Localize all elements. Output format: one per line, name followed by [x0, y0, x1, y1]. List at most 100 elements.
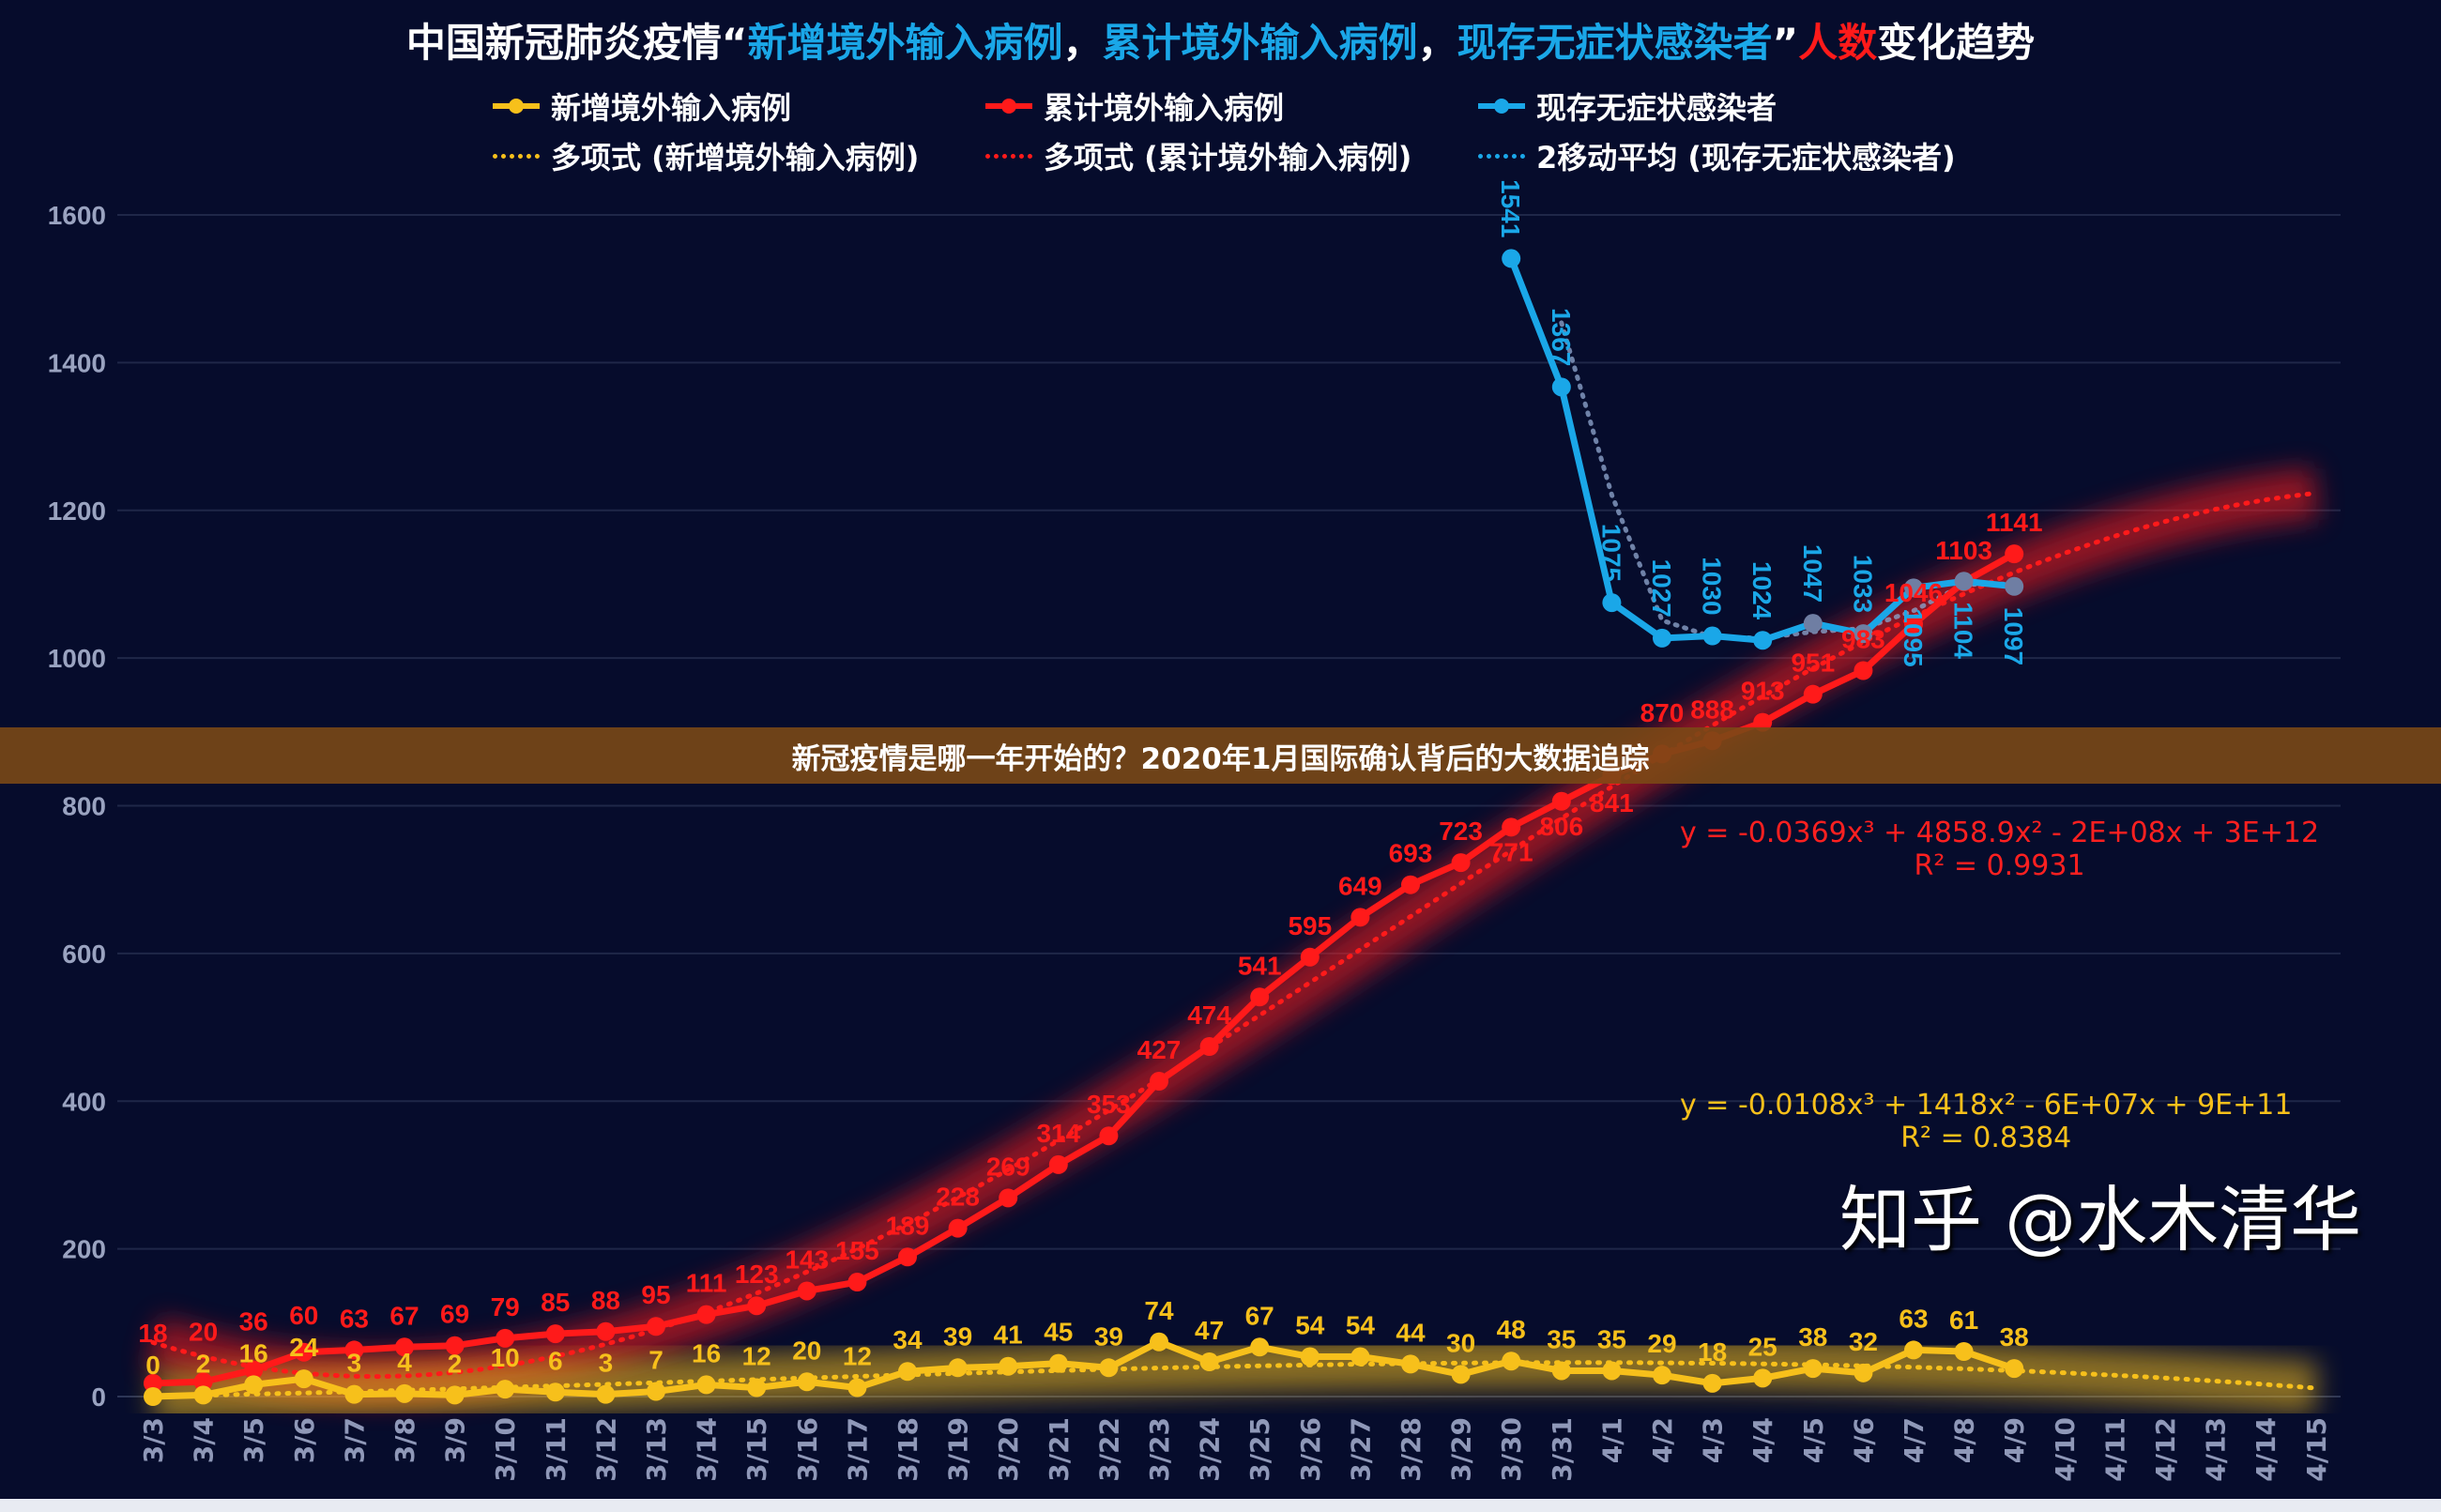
data-point — [1904, 614, 1923, 634]
data-label: 61 — [1949, 1306, 1978, 1335]
watermark: 知乎 @水木清华 — [1839, 1178, 2362, 1261]
data-label: 693 — [1389, 839, 1433, 868]
x-tick-label: 3/30 — [1496, 1417, 1527, 1482]
data-label: 2 — [196, 1349, 211, 1378]
data-point — [1401, 1354, 1420, 1374]
data-label: 38 — [1798, 1322, 1827, 1352]
data-label: 32 — [1849, 1327, 1878, 1356]
data-point — [747, 1296, 767, 1316]
data-point — [395, 1337, 414, 1357]
legend-item-moving-average: 2移动平均 (现存无症状感染者) — [1478, 134, 1956, 177]
data-point — [898, 1247, 917, 1267]
data-label: 7 — [648, 1345, 664, 1374]
data-label: 1033 — [1848, 555, 1877, 613]
data-label: 39 — [1094, 1321, 1123, 1351]
x-tick-label: 3/9 — [440, 1417, 471, 1463]
data-point — [144, 1373, 162, 1393]
data-label: 54 — [1295, 1311, 1325, 1340]
article-title-banner[interactable]: 新冠疫情是哪一年开始的？2020年1月国际确认背后的大数据追踪 — [0, 727, 2441, 784]
data-point — [1451, 853, 1471, 873]
data-label: 41 — [994, 1321, 1023, 1350]
data-point — [1854, 624, 1873, 644]
data-point — [1904, 1340, 1923, 1360]
x-tick-label: 4/1 — [1596, 1417, 1627, 1463]
data-label: 1046 — [1884, 578, 1943, 607]
data-point — [1099, 1358, 1119, 1378]
x-tick-label: 3/26 — [1295, 1417, 1326, 1482]
data-point — [244, 1375, 264, 1395]
data-point — [1199, 1352, 1219, 1372]
x-tick-label: 3/27 — [1345, 1417, 1376, 1482]
y-tick-label: 1400 — [48, 348, 106, 377]
banner-text: 新冠疫情是哪一年开始的？2020年1月国际确认背后的大数据追踪 — [791, 741, 1650, 776]
data-point — [1199, 1037, 1219, 1057]
data-label: 36 — [239, 1306, 268, 1336]
data-label: 1095 — [1899, 608, 1928, 666]
title-segment: 现存无症状感染者 — [1457, 20, 1773, 66]
data-point — [1300, 947, 1320, 967]
title-segment: 累计境外输入病例 — [1102, 20, 1418, 66]
data-point — [1753, 631, 1773, 650]
data-point — [1250, 987, 1270, 1007]
data-label: 353 — [1087, 1090, 1131, 1119]
data-point — [999, 1188, 1018, 1208]
y-tick-label: 800 — [62, 792, 106, 821]
data-label: 143 — [785, 1245, 829, 1274]
data-label: 649 — [1338, 871, 1382, 900]
data-point — [395, 1383, 414, 1403]
data-point — [647, 1382, 665, 1401]
x-tick-label: 3/4 — [189, 1417, 220, 1463]
x-tick-label: 3/7 — [339, 1417, 370, 1463]
data-label: 10 — [491, 1343, 520, 1372]
data-point — [1350, 1347, 1370, 1367]
x-tick-label: 3/3 — [138, 1417, 169, 1463]
title-segment: 新增境外输入病例 — [747, 20, 1063, 66]
data-label: 45 — [1044, 1318, 1073, 1347]
data-point — [1753, 1368, 1773, 1388]
data-point — [1502, 1352, 1521, 1371]
data-label: 38 — [2000, 1322, 2029, 1352]
x-tick-label: 3/20 — [993, 1417, 1024, 1482]
legend-label: 现存无症状感染者 — [1536, 90, 1777, 126]
data-point — [847, 1273, 867, 1292]
data-point — [445, 1336, 465, 1355]
data-point — [1653, 1366, 1671, 1385]
data-label: 60 — [289, 1301, 318, 1330]
data-point — [2005, 576, 2024, 596]
yellow-trend-equation: y = -0.0108x³ + 1418x² - 6E+07x + 9E+11 R… — [1680, 1089, 2292, 1154]
title-segment: 中国新冠肺炎疫情“ — [405, 20, 748, 66]
data-label: 34 — [892, 1325, 923, 1354]
data-label: 69 — [440, 1300, 469, 1329]
x-tick-label: 4/2 — [1647, 1417, 1678, 1463]
chart-title: 中国新冠肺炎疫情“新增境外输入病例，累计境外输入病例，现存无症状感染者”人数变化… — [0, 11, 2441, 69]
data-label: 474 — [1187, 1000, 1231, 1030]
x-tick-label: 3/28 — [1396, 1417, 1426, 1482]
legend-swatch — [1478, 153, 1525, 159]
x-tick-label: 3/14 — [692, 1417, 723, 1482]
legend-swatch — [1478, 99, 1525, 114]
legend-item-asymptomatic: 现存无症状感染者 — [1478, 84, 1777, 128]
data-label: 841 — [1590, 788, 1634, 817]
data-point — [1300, 1347, 1320, 1367]
data-label: 1075 — [1596, 524, 1625, 582]
data-point — [545, 1324, 565, 1344]
data-label: 67 — [389, 1301, 419, 1330]
data-label: 30 — [1446, 1328, 1475, 1357]
data-point — [1954, 1342, 1974, 1362]
y-tick-label: 1600 — [48, 201, 106, 230]
x-tick-label: 3/15 — [741, 1417, 772, 1482]
data-label: 63 — [1899, 1304, 1928, 1333]
data-label: 20 — [792, 1336, 821, 1365]
data-label: 1103 — [1935, 536, 1992, 565]
data-label: 427 — [1137, 1035, 1182, 1064]
data-point — [1250, 1337, 1270, 1357]
data-label: 29 — [1647, 1329, 1676, 1358]
data-point — [1551, 791, 1571, 811]
x-tick-label: 3/6 — [289, 1417, 320, 1463]
x-tick-label: 4/6 — [1848, 1417, 1879, 1463]
data-label: 314 — [1036, 1119, 1080, 1148]
x-tick-label: 3/12 — [590, 1417, 621, 1482]
legend-swatch — [493, 99, 540, 114]
data-label: 1104 — [1949, 602, 1978, 659]
